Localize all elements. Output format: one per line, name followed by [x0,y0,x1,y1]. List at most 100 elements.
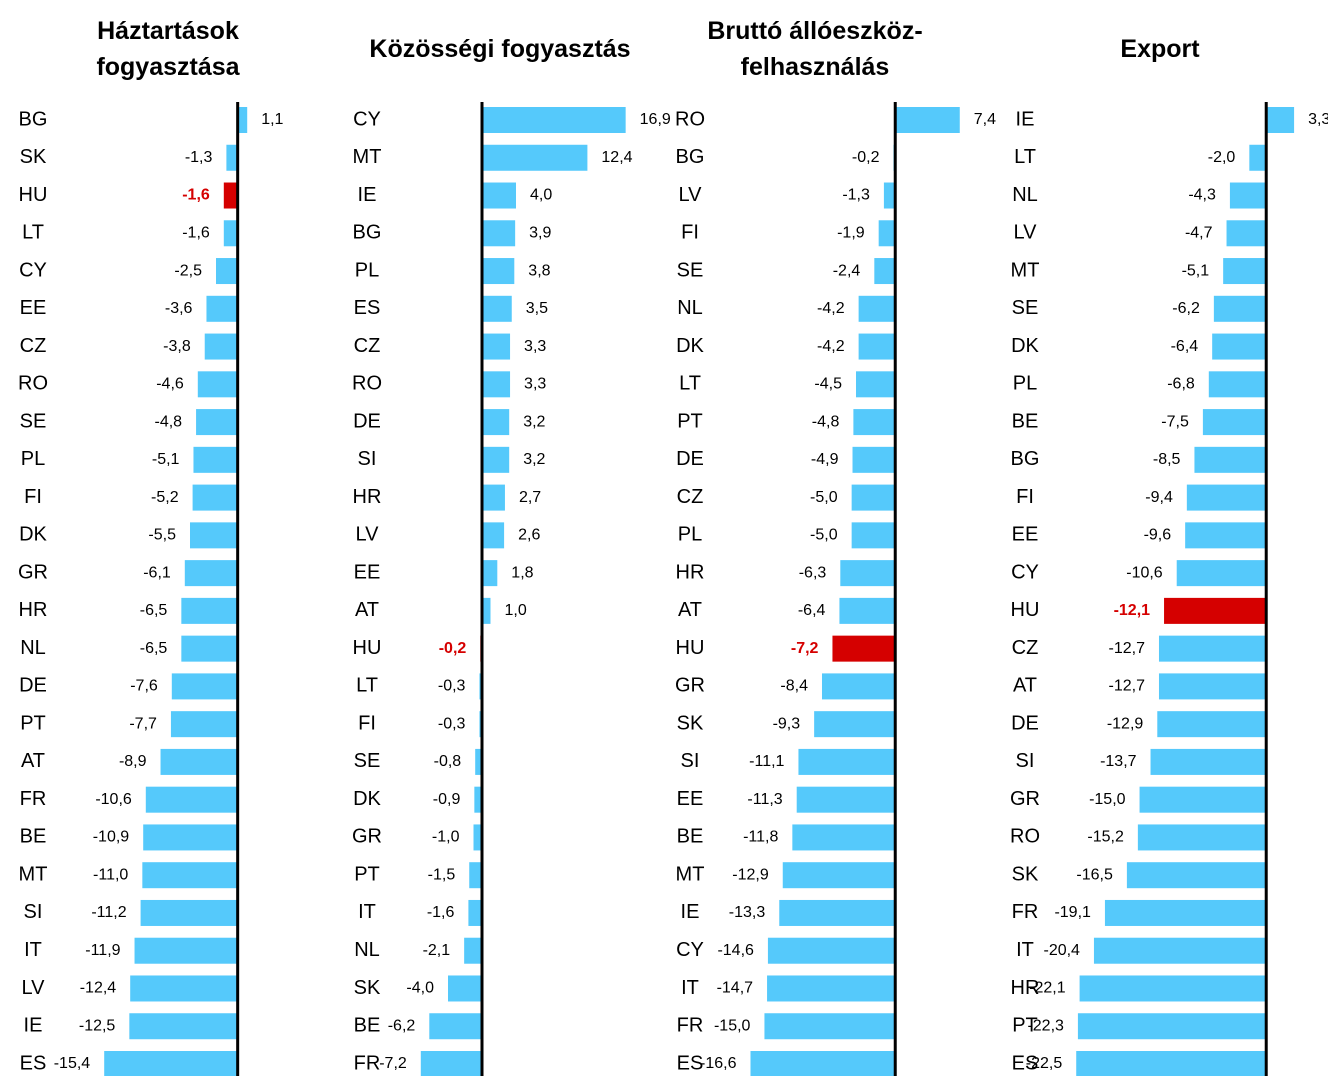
category-label: BG [19,108,48,130]
bar [821,673,896,700]
bar [469,862,482,889]
category-label: NL [354,939,380,961]
bar [764,1013,896,1040]
bar [170,711,238,738]
category-label: FR [1012,901,1039,923]
panel-title: Export [1120,35,1200,63]
bar [196,409,238,436]
value-label: 7,4 [974,111,996,128]
category-label: HR [353,486,382,508]
bar [429,1013,482,1040]
category-label: BE [354,1015,381,1037]
bar [482,560,498,587]
bar [1079,975,1267,1002]
bar [206,295,238,322]
value-label: -4,8 [154,413,182,430]
value-label: -8,4 [780,678,808,695]
value-label: -19,1 [1054,904,1091,921]
value-label: -4,9 [811,451,839,468]
bar [473,824,482,851]
bar [1093,937,1267,964]
category-label: CZ [20,335,47,357]
bar [482,333,511,360]
bar [1266,107,1295,133]
category-label: CY [1011,561,1039,583]
bar [856,371,896,398]
category-label: AT [678,599,702,621]
bar [192,484,238,511]
bar [216,258,238,285]
bar [1077,1013,1267,1040]
category-label: PT [20,712,46,734]
bar [878,220,896,247]
value-label: -10,6 [1126,564,1163,581]
category-label: IT [681,977,699,999]
value-label: -8,9 [119,753,147,770]
value-label: -1,0 [432,829,460,846]
value-label: -22,5 [1026,1055,1063,1072]
bar [1104,899,1267,926]
bar [482,144,588,171]
value-label: -4,7 [1185,224,1213,241]
value-label: 16,9 [640,111,671,128]
category-label: PL [1013,373,1037,395]
category-label: CZ [677,486,704,508]
category-label: FR [20,788,47,810]
category-label: LV [679,184,703,206]
bar [895,107,960,133]
value-label: 1,1 [261,111,283,128]
category-label: FI [681,222,699,244]
bar [1157,711,1267,738]
category-label: HU [353,637,382,659]
value-label: -13,3 [729,904,766,921]
bar [197,371,238,398]
category-label: CY [19,259,47,281]
category-label: DK [19,524,47,546]
bar [134,937,238,964]
value-label: -2,1 [423,942,451,959]
category-label: BG [676,146,705,168]
category-label: HU [1011,599,1040,621]
bar [796,786,896,813]
bar [181,597,238,624]
value-label: -11,8 [743,829,778,846]
category-label: SI [681,750,700,772]
category-label: PL [678,524,702,546]
category-label: SE [354,750,381,772]
category-label: DK [353,788,381,810]
value-label: -4,0 [406,980,434,997]
category-label: SI [358,448,377,470]
category-label: SK [1012,863,1039,885]
value-label: -7,2 [379,1055,407,1072]
value-label: -15,2 [1087,829,1124,846]
bar [798,748,896,775]
value-label: -7,6 [130,678,158,695]
bar [858,333,896,360]
bar [1126,862,1267,889]
value-label: -9,6 [1144,527,1172,544]
value-label: -7,5 [1161,413,1189,430]
category-label: LT [679,373,701,395]
category-label: CZ [1012,637,1039,659]
category-label: PT [677,410,703,432]
value-label: 3,3 [524,376,546,393]
category-label: IT [1016,939,1034,961]
category-label: CZ [354,335,381,357]
bar [482,182,516,209]
category-label: LT [356,675,378,697]
bar [130,975,238,1002]
category-label: DE [19,675,47,697]
value-label: -4,8 [812,413,840,430]
category-label: PL [355,259,379,281]
category-label: LT [1014,146,1036,168]
category-label: MT [19,863,48,885]
category-label: SK [354,977,381,999]
category-label: CY [353,108,381,130]
bar [767,975,896,1002]
value-label: -12,5 [79,1017,116,1034]
value-label: -15,0 [1089,791,1126,808]
value-label: 3,3 [524,338,546,355]
value-label: -0,3 [438,678,466,695]
bar [475,748,482,775]
value-label: -14,6 [717,942,754,959]
